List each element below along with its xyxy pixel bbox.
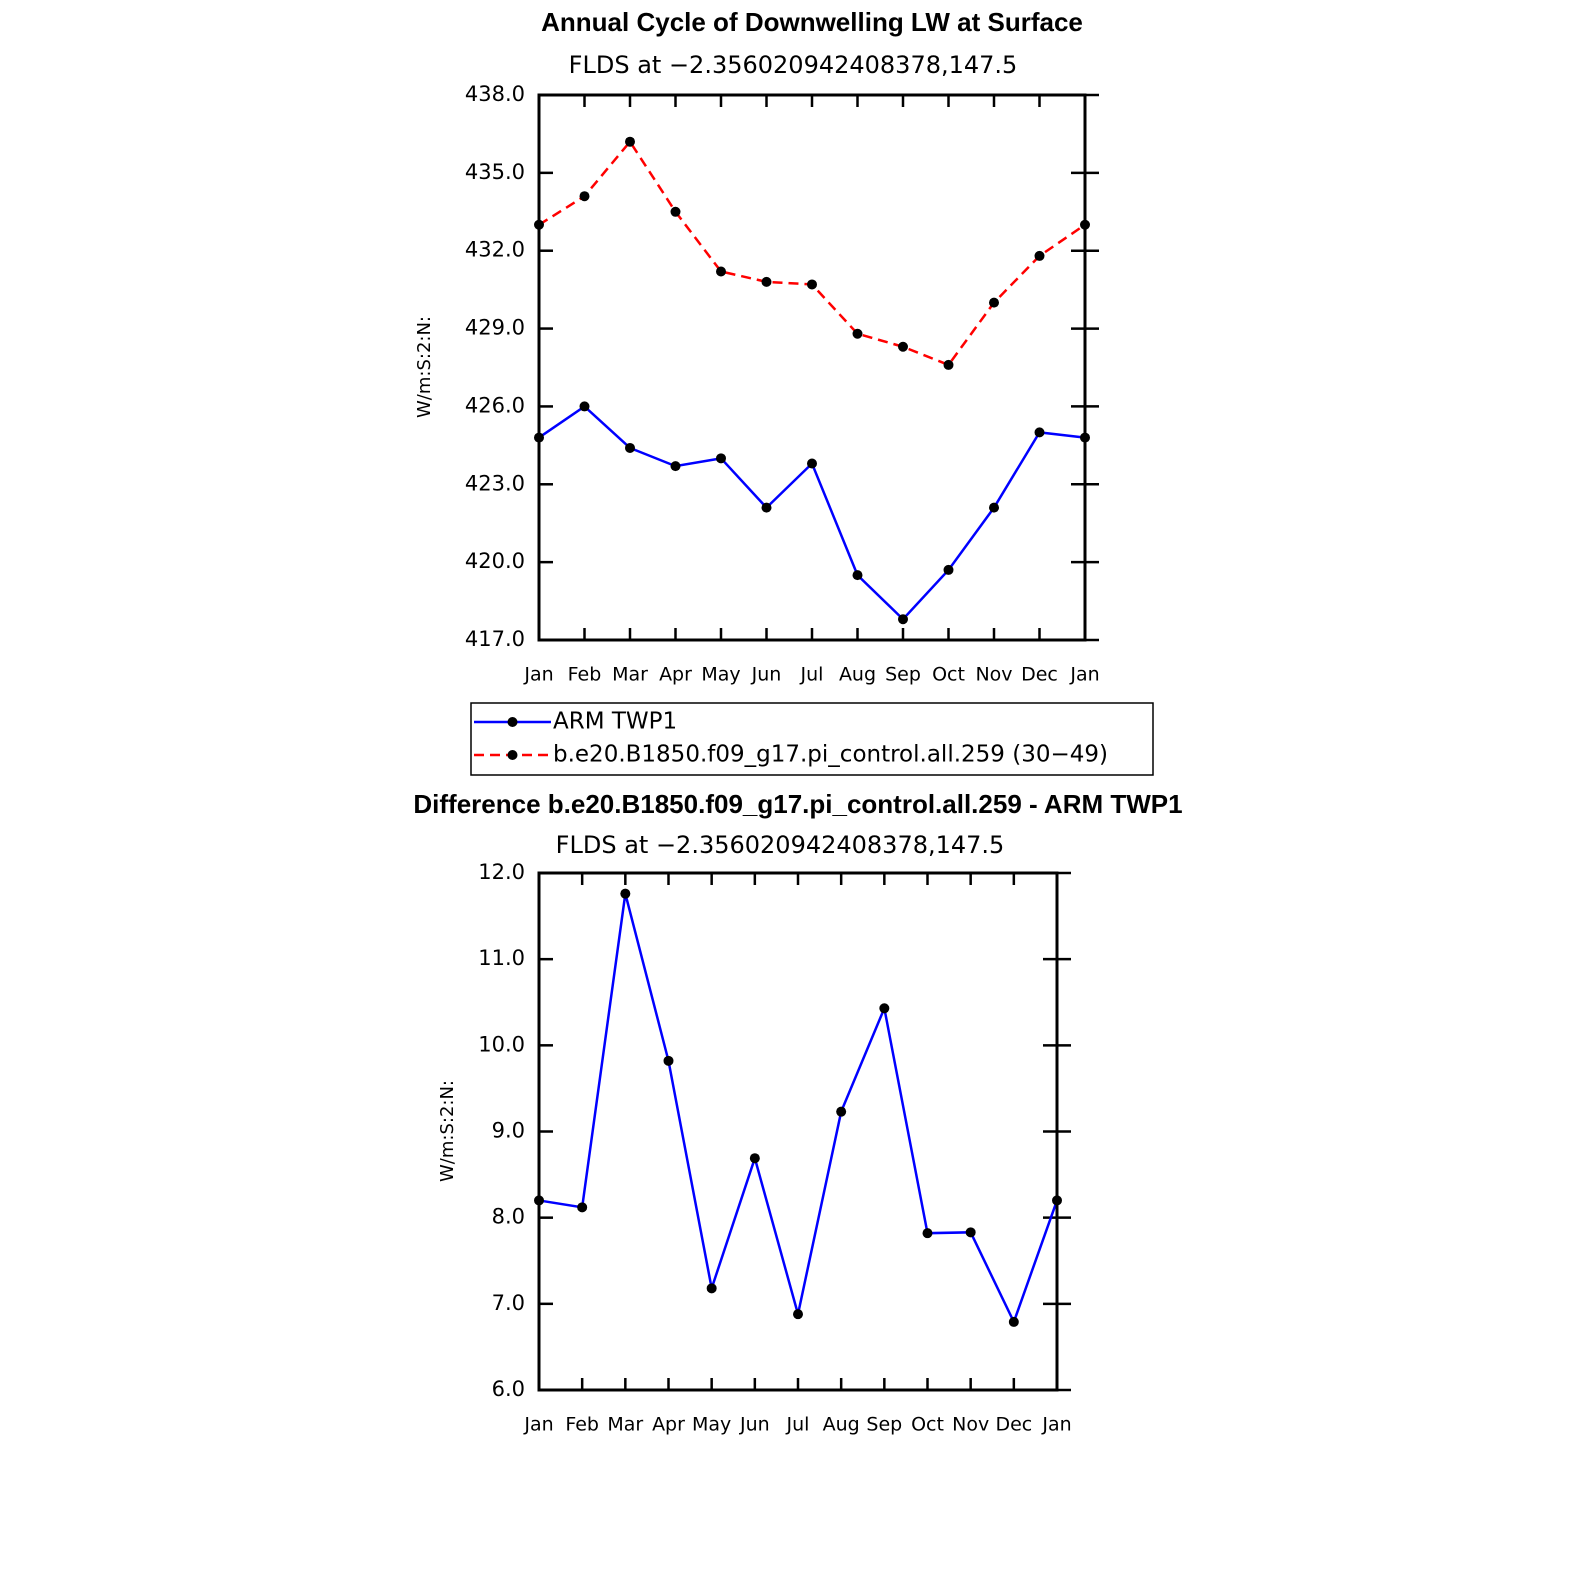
chart-subtitle: FLDS at −2.356020942408378,147.5	[556, 831, 1005, 859]
data-point	[579, 401, 590, 412]
x-tick-label: Nov	[952, 1414, 989, 1436]
y-axis-label: W/m:S:2:N:	[437, 1080, 458, 1182]
data-point	[852, 328, 863, 339]
data-point	[852, 570, 863, 581]
y-axis-label: W/m:S:2:N:	[414, 316, 435, 418]
y-tick-label: 426.0	[465, 393, 525, 417]
data-point	[898, 341, 908, 352]
data-point	[670, 461, 681, 472]
data-point	[761, 502, 772, 513]
data-point	[793, 1309, 803, 1320]
y-tick-label: 435.0	[465, 160, 525, 184]
y-tick-label: 8.0	[492, 1205, 525, 1229]
x-tick-label: Jun	[751, 664, 782, 686]
x-tick-label: Mar	[607, 1414, 643, 1436]
y-tick-label: 12.0	[478, 860, 525, 884]
x-tick-label: Feb	[568, 664, 602, 686]
data-point	[620, 888, 631, 899]
data-point	[749, 1153, 760, 1164]
x-tick-label: May	[692, 1414, 731, 1436]
legend-label: ARM TWP1	[553, 709, 677, 735]
legend-label: b.e20.B1850.f09_g17.pi_control.all.259 (…	[553, 742, 1108, 768]
y-tick-label: 11.0	[478, 946, 525, 970]
x-tick-label: Aug	[823, 1414, 860, 1436]
data-point	[807, 279, 817, 290]
chart-title: Annual Cycle of Downwelling LW at Surfac…	[541, 7, 1083, 37]
x-tick-label: Oct	[911, 1414, 944, 1436]
data-point	[625, 442, 635, 453]
x-tick-label: Nov	[975, 664, 1012, 686]
x-tick-label: Jun	[739, 1414, 770, 1436]
data-point	[989, 297, 999, 308]
chart-subtitle: FLDS at −2.356020942408378,147.5	[569, 51, 1018, 79]
x-tick-label: Apr	[652, 1414, 685, 1436]
plot-frame	[537, 93, 1087, 642]
x-tick-label: Sep	[866, 1414, 902, 1436]
data-point	[836, 1106, 847, 1117]
x-tick-label: Jul	[800, 664, 824, 686]
data-point	[716, 266, 726, 277]
x-tick-label: Jan	[1069, 664, 1099, 686]
data-point	[1034, 250, 1045, 261]
y-tick-label: 6.0	[492, 1377, 525, 1401]
legend-box	[470, 702, 1154, 776]
data-point	[922, 1228, 933, 1239]
data-point	[670, 206, 681, 217]
y-tick-label: 420.0	[465, 549, 525, 573]
y-tick-label: 432.0	[465, 238, 525, 262]
data-point	[577, 1202, 588, 1213]
y-tick-label: 9.0	[492, 1119, 525, 1143]
y-tick-label: 423.0	[465, 471, 525, 495]
data-point	[879, 1003, 890, 1014]
data-point	[663, 1055, 674, 1066]
data-point	[898, 614, 908, 625]
x-tick-label: Jan	[1041, 1414, 1071, 1436]
data-point	[1034, 427, 1045, 438]
y-tick-label: 438.0	[465, 82, 525, 106]
data-point	[807, 458, 817, 469]
x-tick-label: Mar	[612, 664, 648, 686]
x-tick-label: Apr	[659, 664, 692, 686]
data-point	[579, 191, 590, 202]
x-tick-label: Jan	[523, 664, 553, 686]
data-point	[943, 359, 954, 370]
x-tick-label: Jul	[786, 1414, 810, 1436]
data-point	[706, 1283, 717, 1294]
x-tick-label: Jan	[523, 1414, 553, 1436]
x-tick-label: Feb	[565, 1414, 599, 1436]
legend-marker	[507, 750, 518, 760]
legend-marker	[507, 717, 518, 727]
data-point	[965, 1227, 976, 1238]
x-tick-label: Dec	[995, 1414, 1032, 1436]
x-tick-label: Oct	[932, 664, 965, 686]
data-point	[625, 136, 635, 147]
x-tick-label: Dec	[1021, 664, 1058, 686]
y-tick-label: 429.0	[465, 316, 525, 340]
y-tick-label: 10.0	[478, 1032, 525, 1056]
x-tick-label: May	[701, 664, 740, 686]
x-tick-label: Sep	[885, 664, 921, 686]
data-point	[943, 564, 954, 575]
data-point	[989, 502, 999, 513]
chart-title: Difference b.e20.B1850.f09_g17.pi_contro…	[413, 789, 1182, 819]
y-tick-label: 7.0	[492, 1291, 525, 1315]
data-point	[716, 453, 726, 464]
data-point	[761, 276, 772, 287]
y-tick-label: 417.0	[465, 627, 525, 651]
data-point	[1008, 1316, 1019, 1327]
plot-frame	[537, 871, 1059, 1392]
x-tick-label: Aug	[839, 664, 876, 686]
